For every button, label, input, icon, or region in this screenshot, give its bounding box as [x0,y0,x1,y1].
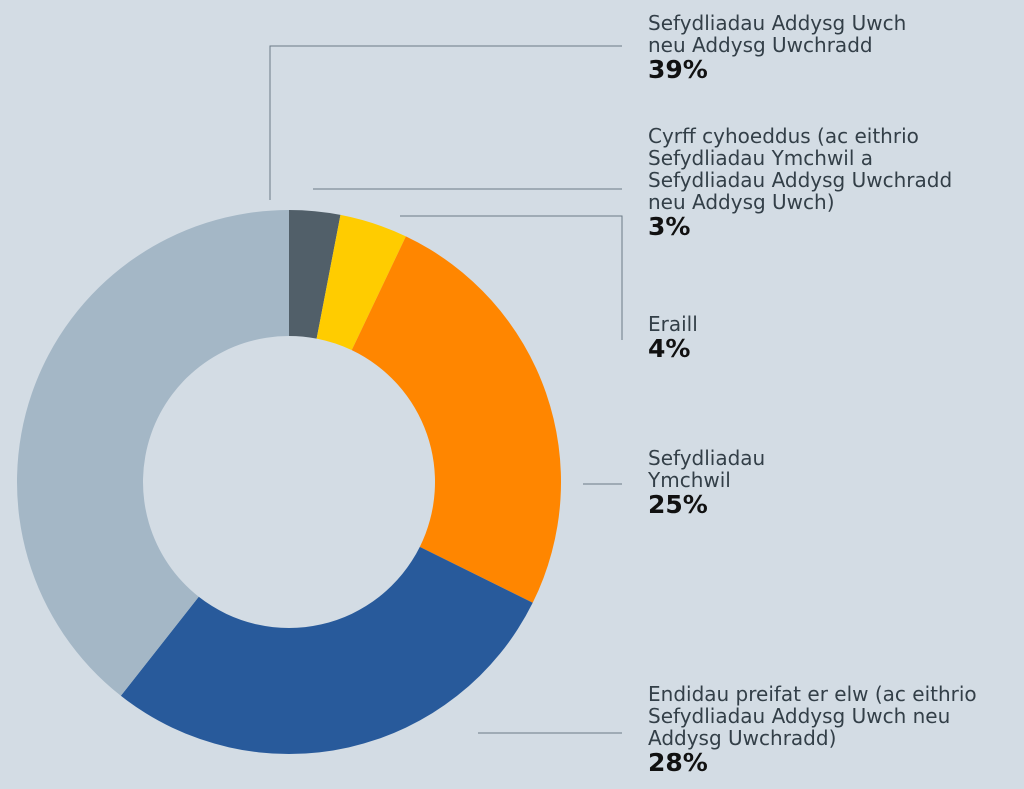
slice-value: 4% [648,334,691,363]
slice-value: 39% [648,55,708,84]
slice-value: 28% [648,748,708,777]
slice-value: 3% [648,212,691,241]
slice-value: 25% [648,490,708,519]
slice-name: Endidau preifat er elw (ac eithrio Sefyd… [648,682,977,750]
donut-slice [120,546,533,755]
slice-name: Cyrff cyhoeddus (ac eithrio Sefydliadau … [648,124,953,214]
slice-label: Sefydliadau Ymchwil 25% [648,447,765,518]
slice-name: Eraill [648,312,698,336]
donut-slice [289,210,341,339]
slice-label: Eraill 4% [648,313,698,362]
donut-slice [17,210,290,696]
slice-name: Sefydliadau Ymchwil [648,446,766,492]
donut-slice [316,214,406,351]
leader-line [400,215,623,340]
slice-label: Sefydliadau Addysg Uwch neu Addysg Uwchr… [648,12,906,83]
slice-name: Sefydliadau Addysg Uwch neu Addysg Uwchr… [648,11,907,57]
slice-label: Endidau preifat er elw (ac eithrio Sefyd… [648,683,977,776]
slice-label: Cyrff cyhoeddus (ac eithrio Sefydliadau … [648,125,952,240]
leader-line [269,45,622,200]
donut-slice [351,236,562,603]
